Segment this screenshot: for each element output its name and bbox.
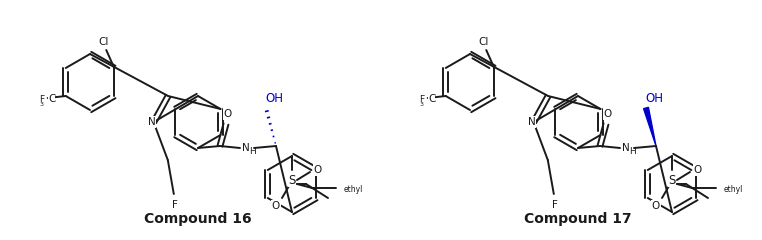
Text: F: F [39, 95, 43, 103]
Text: 3: 3 [40, 102, 43, 108]
Polygon shape [644, 107, 656, 146]
Text: Cl: Cl [478, 37, 488, 47]
Text: ethyl: ethyl [724, 186, 744, 194]
Text: F: F [172, 200, 178, 210]
Text: O: O [272, 201, 280, 211]
Text: O: O [604, 109, 612, 119]
Text: Compound 17: Compound 17 [524, 212, 632, 226]
Text: S: S [668, 174, 676, 186]
Text: OH: OH [265, 91, 283, 104]
Text: H: H [629, 148, 636, 156]
Text: N: N [148, 117, 155, 127]
Text: O: O [224, 109, 232, 119]
Text: Compound 16: Compound 16 [144, 212, 251, 226]
Text: F: F [552, 200, 558, 210]
Text: Cl: Cl [98, 37, 108, 47]
Text: S: S [288, 174, 296, 186]
Text: 3: 3 [420, 102, 424, 108]
Text: O: O [314, 165, 322, 175]
Text: ethyl: ethyl [344, 186, 363, 194]
Text: F: F [418, 95, 424, 103]
Text: C: C [48, 94, 56, 104]
Text: H: H [250, 148, 256, 156]
Text: N: N [528, 117, 536, 127]
Text: OH: OH [645, 91, 663, 104]
Text: O: O [694, 165, 702, 175]
Text: N: N [242, 143, 250, 153]
Text: O: O [652, 201, 660, 211]
Text: N: N [622, 143, 630, 153]
Text: C: C [428, 94, 435, 104]
